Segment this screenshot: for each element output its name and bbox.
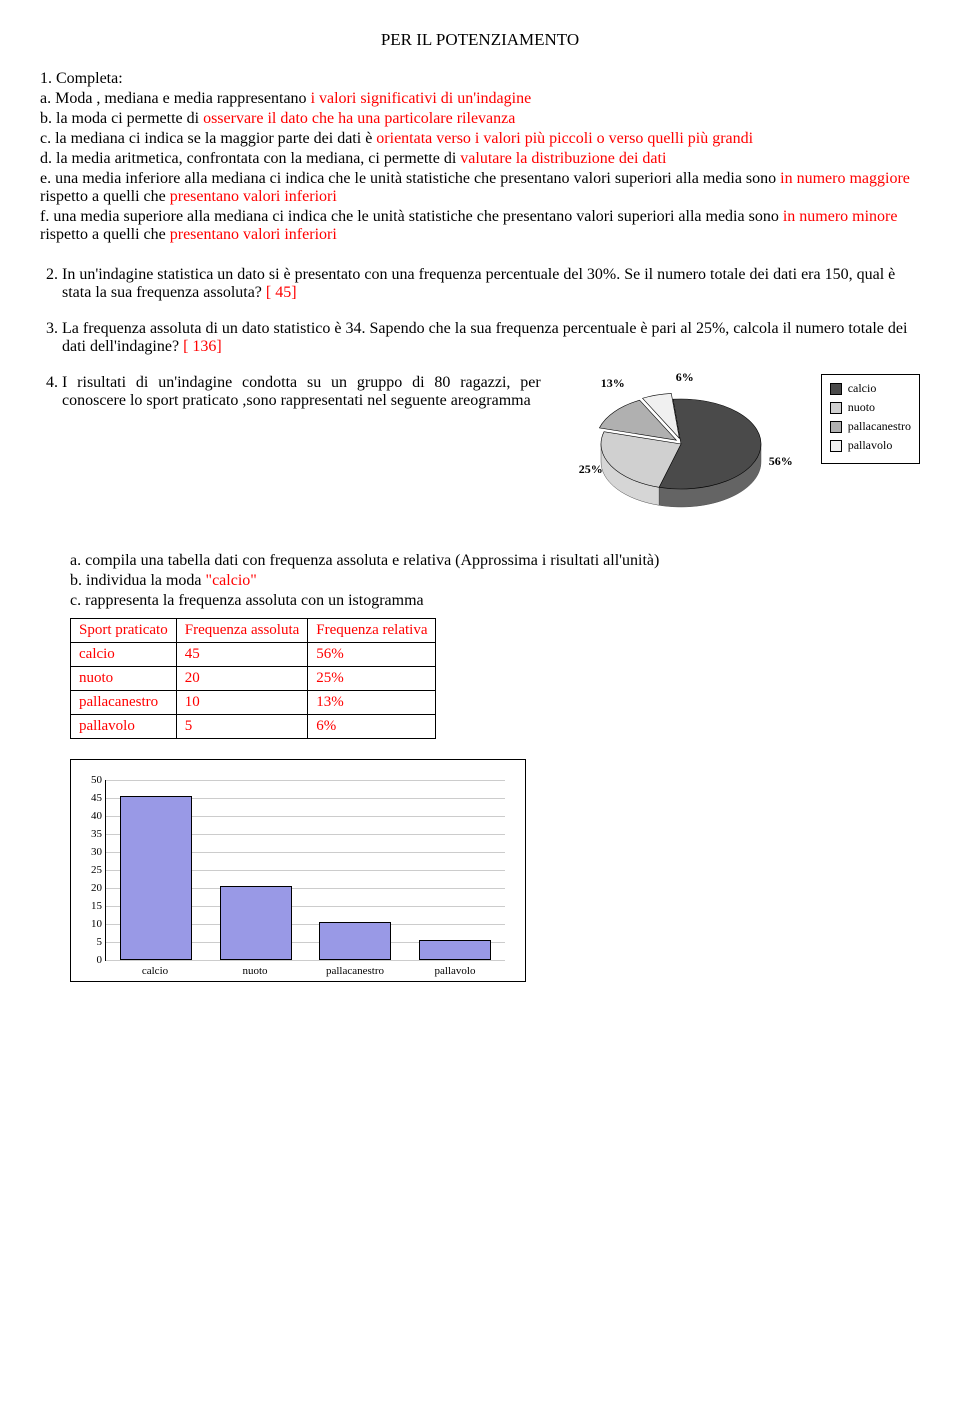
pie-pct-label: 13% [601, 376, 625, 391]
q4c-letter: c. [70, 592, 81, 609]
bar-column [306, 780, 406, 960]
q1-item: a. Moda , mediana e media rappresentano … [40, 90, 920, 108]
pie-pct-label: 6% [676, 370, 694, 385]
pie-pct-label: 56% [769, 454, 793, 469]
question-2: In un'indagine statistica un dato si è p… [62, 266, 920, 302]
bar-column [405, 780, 505, 960]
q1-item: d. la media aritmetica, confrontata con … [40, 150, 920, 168]
bar-column [206, 780, 306, 960]
y-tick-label: 35 [78, 828, 102, 840]
q1-item: f. una media superiore alla mediana ci i… [40, 208, 920, 244]
q2-answer: [ 45] [266, 284, 297, 301]
y-tick-label: 45 [78, 792, 102, 804]
q4b-letter: b. [70, 572, 82, 589]
y-tick-label: 30 [78, 846, 102, 858]
x-label: pallacanestro [305, 961, 405, 977]
table-row: nuoto2025% [71, 667, 436, 691]
q1-num: 1. [40, 70, 52, 87]
legend-item: calcio [830, 381, 911, 396]
y-tick-label: 25 [78, 864, 102, 876]
frequency-table: Sport praticatoFrequenza assolutaFrequen… [70, 618, 436, 739]
x-label: pallavolo [405, 961, 505, 977]
table-row: pallacanestro1013% [71, 691, 436, 715]
y-tick-label: 50 [78, 774, 102, 786]
y-tick-label: 15 [78, 900, 102, 912]
y-tick-label: 20 [78, 882, 102, 894]
q3-answer: [ 136] [183, 338, 222, 355]
legend-item: pallacanestro [830, 419, 911, 434]
bar-chart: 0 5 10 15 20 25 30 35 40 45 50 calcionuotopallacan… [70, 759, 526, 982]
q4a-text: compila una tabella dati con frequenza a… [85, 552, 659, 569]
y-tick-label: 0 [78, 954, 102, 966]
table-header-cell: Frequenza assoluta [176, 619, 308, 643]
q4-text: I risultati di un'indagine condotta su u… [62, 374, 541, 410]
q1-label: Completa: [56, 70, 123, 87]
legend-item: nuoto [830, 400, 911, 415]
q1-item: b. la moda ci permette di osservare il d… [40, 110, 920, 128]
pie-pct-label: 25% [579, 462, 603, 477]
question-4: I risultati di un'indagine condotta su u… [62, 374, 920, 534]
q1-item: c. la mediana ci indica se la maggior pa… [40, 130, 920, 148]
q4c-text: rappresenta la frequenza assoluta con un… [85, 592, 424, 609]
x-label: calcio [105, 961, 205, 977]
y-tick-label: 5 [78, 936, 102, 948]
pie-legend: calcio nuoto pallacanestro pallavolo [821, 374, 920, 464]
pie-chart: 6%13%25%56% [561, 374, 801, 534]
table-row: calcio4556% [71, 643, 436, 667]
page-title: PER IL POTENZIAMENTO [40, 30, 920, 50]
table-header-cell: Sport praticato [71, 619, 177, 643]
legend-item: pallavolo [830, 438, 911, 453]
question-3: La frequenza assoluta di un dato statist… [62, 320, 920, 356]
q4b-answer: "calcio" [206, 572, 257, 589]
question-1: 1. Completa: a. Moda , mediana e media r… [40, 70, 920, 244]
q1-item: e. una media inferiore alla mediana ci i… [40, 170, 920, 206]
table-row: pallavolo56% [71, 715, 436, 739]
q2-text: In un'indagine statistica un dato si è p… [62, 266, 895, 301]
table-header-cell: Frequenza relativa [308, 619, 436, 643]
y-tick-label: 10 [78, 918, 102, 930]
q4-subitems: a. compila una tabella dati con frequenz… [70, 552, 920, 610]
bar-column [106, 780, 206, 960]
x-label: nuoto [205, 961, 305, 977]
y-tick-label: 40 [78, 810, 102, 822]
q4b-text: individua la moda [86, 572, 206, 589]
q4a-letter: a. [70, 552, 81, 569]
